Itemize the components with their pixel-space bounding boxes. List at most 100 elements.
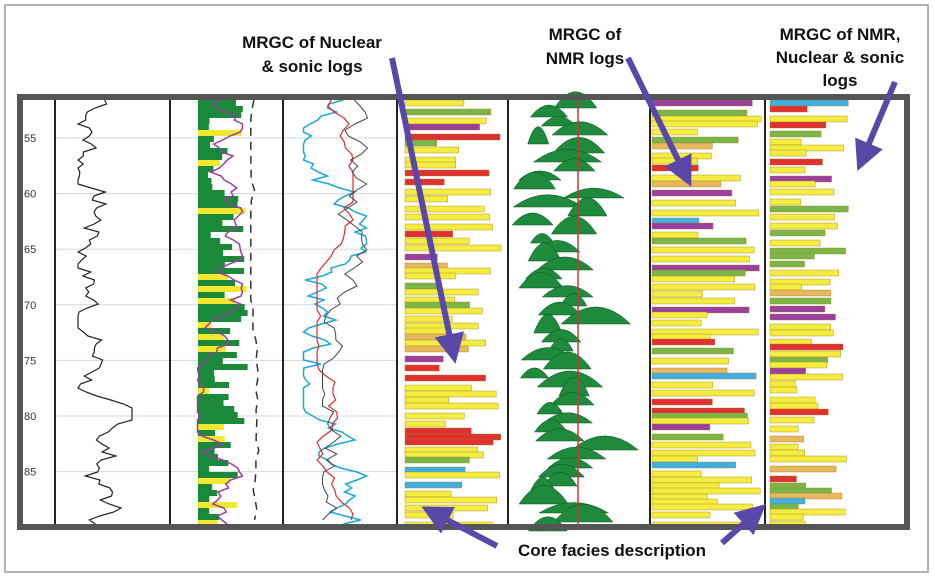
facies-block [769,105,808,113]
facies-block [404,178,445,186]
facies-block [404,438,494,446]
log-fill [198,340,240,346]
facies-block [651,423,711,431]
log-fill [198,352,237,358]
facies-block [404,195,449,203]
facies-block [404,244,502,252]
log-fill [198,316,242,322]
nmr-distribution [559,293,588,307]
log-fill [198,466,210,472]
facies-block [769,166,806,174]
facies-block [404,301,470,309]
log-curve [316,99,354,521]
facies-block [404,315,453,323]
log-fill [198,508,210,514]
log-fill [198,484,213,490]
log-fill [198,220,223,226]
annotation: MRGC of [549,25,622,44]
facies-block [769,380,796,388]
facies-block [651,311,708,319]
depth-label: 60 [24,189,36,201]
facies-block [651,381,713,389]
log-fill [198,406,235,412]
facies-block [651,338,715,346]
facies-block [651,142,713,150]
log-fill [198,418,245,424]
log-fill [198,364,248,370]
log-fill [198,196,239,202]
facies-block [404,384,472,392]
log-curve [196,99,244,525]
facies-block [769,323,831,331]
facies-block [404,223,493,231]
facies-block [769,408,829,416]
facies-block [769,283,802,291]
facies-block [404,364,440,372]
log-fill [198,232,211,238]
facies-block [404,99,465,107]
facies-block [404,471,500,479]
log-fill [198,490,217,496]
log-fill [198,304,245,310]
facies-block [404,427,472,435]
facies-block [651,199,736,207]
facies-block [769,313,836,321]
log-fill [198,100,236,106]
nmr-distribution [513,172,556,190]
facies-block [769,435,804,443]
depth-label: 85 [24,467,36,479]
facies-block [404,396,449,404]
nmr-distribution [551,121,609,136]
annotation: Core facies description [518,541,706,560]
log-fill [198,430,216,436]
nmr-distribution [536,256,594,271]
log-fill [198,454,219,460]
facies-block [404,504,488,512]
facies-block [651,455,698,463]
arrow [625,56,692,187]
log-fill [198,292,225,298]
log-fill [198,208,246,214]
facies-block [404,390,497,398]
log-fill [198,112,242,118]
log-fill [198,298,237,304]
annotation: MRGC of NMR, [780,25,901,44]
facies-block [769,269,839,277]
facies-block [769,99,849,107]
log-fill [198,226,244,232]
nmr-distribution [532,149,603,163]
facies-block [404,213,490,221]
facies-block [651,209,760,217]
log-fill [198,382,230,388]
facies-block [404,146,460,154]
facies-block [404,108,491,116]
facies-block [404,169,490,177]
facies-block [404,355,444,363]
log-fill [198,346,226,352]
facies-block [769,213,835,221]
log-fill [198,256,245,262]
facies-block [651,222,714,230]
facies-block [769,402,819,410]
nmr-distribution [548,338,574,352]
facies-block [651,433,724,441]
facies-block [404,161,456,169]
log-fill [198,322,212,328]
log-fill [198,214,234,220]
facies-block [651,128,698,136]
log-tracks [54,91,849,532]
arrow [421,506,499,549]
facies-block [404,133,501,141]
facies-block [769,222,838,230]
facies-block [404,481,462,489]
facies-block [769,144,844,152]
log-fill [198,514,220,520]
facies-block [404,496,497,504]
facies-block [651,441,752,449]
facies-block [404,253,438,261]
facies-block [769,465,837,473]
facies-block [769,361,827,369]
facies-block [769,289,832,297]
log-fill [198,520,218,526]
